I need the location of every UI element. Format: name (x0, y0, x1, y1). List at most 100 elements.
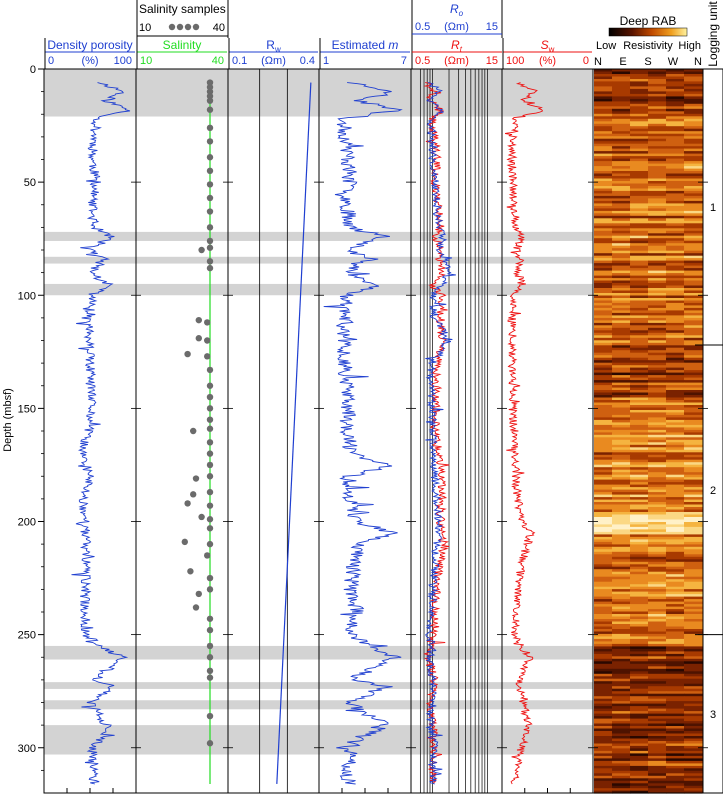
rab-image-cell (648, 69, 667, 72)
salinity-sample-48 (206, 574, 214, 582)
rab-image-cell (612, 419, 631, 423)
salinity-header-title: Salinity (163, 38, 202, 52)
rab-image-cell (684, 614, 703, 617)
rab-image-cell (648, 121, 667, 125)
rab-image-cell (684, 429, 703, 433)
rab-image-cell (666, 362, 685, 366)
rw-max-label: 0.4 (300, 55, 315, 67)
rab-image-cell (666, 268, 685, 271)
rab-image-cell (594, 243, 613, 247)
rab-image-cell (612, 658, 631, 662)
rab-image-cell (630, 753, 649, 757)
track-frames: 123 (43, 68, 723, 794)
rab-image-cell (594, 367, 613, 371)
rab-image-cell (684, 108, 703, 112)
rab-image-cell (666, 76, 685, 80)
rab-image-cell (666, 342, 685, 346)
rab-image-cell (666, 427, 685, 431)
rab-image-cell (684, 596, 703, 600)
rab-image-cell (612, 387, 631, 391)
rab-image-cell (594, 380, 613, 383)
rab-image-cell (666, 765, 685, 769)
rab-image-cell (612, 176, 631, 179)
rab-image-cell (666, 285, 685, 289)
rab-image-cell (648, 390, 667, 393)
rab-image-cell (612, 98, 631, 102)
rab-image-cell (630, 392, 649, 396)
rab-image-cell (594, 459, 613, 463)
rab-image-cell (594, 546, 613, 550)
salinity-sample-8 (206, 154, 214, 161)
rab-azimuth-label-0: N (594, 56, 602, 68)
rab-image-cell (594, 726, 613, 729)
rab-image-cell (612, 173, 631, 177)
logging-unit-label-1: 2 (710, 485, 716, 497)
rab-image-cell (684, 377, 703, 381)
rab-image-cell (594, 355, 613, 359)
rab-image-cell (648, 780, 667, 784)
rab-image-cell (612, 467, 631, 471)
rab-image-cell (630, 350, 649, 354)
rab-image-cell (612, 233, 631, 237)
rab-image-cell (594, 312, 613, 316)
rab-image-cell (612, 320, 631, 324)
rab-image-cell (684, 91, 703, 95)
rab-image-cell (630, 332, 649, 336)
rab-image-cell (594, 641, 613, 645)
rab-image-cell (648, 546, 667, 550)
rab-image-cell (648, 696, 667, 700)
rab-image-cell (666, 780, 685, 784)
rab-image-cell (666, 462, 685, 466)
rab-image-cell (648, 173, 667, 177)
rw-header-title: Rw (266, 38, 281, 54)
rab-image-cell (666, 688, 685, 692)
rab-image-cell (684, 248, 703, 252)
rab-image-cell (630, 750, 649, 754)
rab-image-cell (612, 260, 631, 264)
rab-image-cell (612, 743, 631, 747)
rab-image-cell (630, 186, 649, 189)
rab-image-cell (684, 683, 703, 687)
rab-image-cell (666, 783, 685, 787)
rab-image-cell (630, 693, 649, 697)
rab-image-cell (666, 332, 685, 336)
rab-image-cell (666, 395, 685, 398)
rab-image-cell (684, 457, 703, 461)
rab-image-cell (594, 716, 613, 719)
rab-image-cell (594, 526, 613, 530)
rab-image-cell (666, 439, 685, 443)
rab-image-cell (630, 315, 649, 319)
rab-image-cell (630, 166, 649, 169)
rab-image-cell (630, 651, 649, 655)
rab-image-cell (684, 200, 703, 204)
rab-image-cell (594, 698, 613, 702)
rab-image-cell (684, 604, 703, 607)
rab-image-cell (594, 780, 613, 784)
rab-image-cell (630, 683, 649, 687)
rab-image-cell (594, 429, 613, 433)
rab-image-cell (612, 648, 631, 652)
rab-image-cell (612, 581, 631, 585)
rab-image-cell (648, 208, 667, 212)
rab-image-cell (648, 494, 667, 498)
rab-image-cell (684, 507, 703, 510)
rab-image-cell (666, 638, 685, 642)
rab-image-cell (612, 121, 631, 125)
rab-image-cell (594, 387, 613, 391)
rab-image-cell (630, 631, 649, 635)
rab-image-cell (594, 419, 613, 423)
rab-image-cell (594, 596, 613, 600)
rab-image-cell (630, 748, 649, 752)
rab-image-cell (630, 763, 649, 767)
rab-image-cell (666, 337, 685, 341)
rab-image-cell (684, 278, 703, 281)
rab-image-cell (666, 743, 685, 747)
rab-image-cell (594, 636, 613, 640)
rab-image-cell (648, 788, 667, 792)
rab-image-cell (648, 686, 667, 690)
rab-image-cell (612, 69, 631, 72)
rab-image-cell (612, 681, 631, 685)
rab-image-cell (684, 653, 703, 657)
rab-colorbar (608, 27, 688, 37)
rab-image-cell (666, 551, 685, 555)
